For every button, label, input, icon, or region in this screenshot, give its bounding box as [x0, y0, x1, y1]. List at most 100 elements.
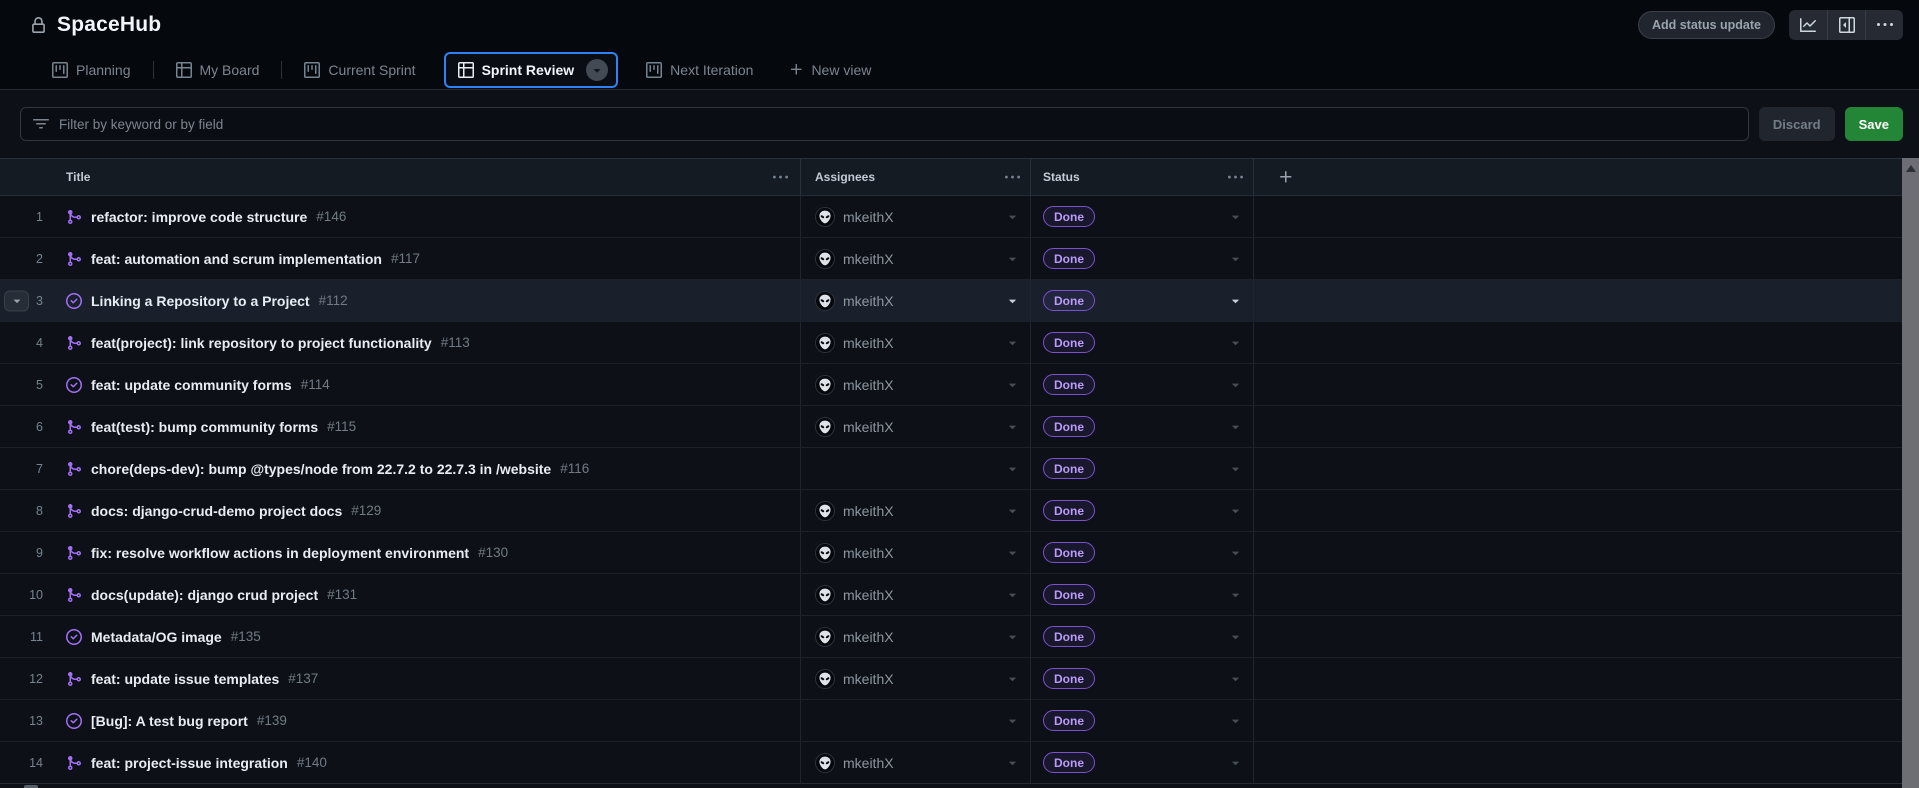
table-row[interactable]: 5 feat: update community forms #114 mkeithX… — [0, 364, 1902, 406]
title-cell[interactable]: feat: automation and scrum implementatio… — [56, 238, 800, 279]
status-cell[interactable]: Done — [1030, 574, 1253, 615]
title-cell[interactable]: refactor: improve code structure #146 — [56, 196, 800, 237]
status-badge[interactable]: Done — [1043, 542, 1095, 563]
tab-next-iteration[interactable]: Next Iteration — [634, 56, 765, 84]
cell-dropdown-caret[interactable] — [1228, 755, 1243, 770]
cell-dropdown-caret[interactable] — [1228, 671, 1243, 686]
assignees-cell[interactable]: mkeithX — [800, 490, 1030, 531]
vertical-scrollbar[interactable] — [1902, 158, 1919, 788]
column-menu-button[interactable] — [773, 170, 788, 185]
filter-input[interactable]: Filter by keyword or by field — [20, 107, 1749, 141]
status-badge[interactable]: Done — [1043, 500, 1095, 521]
cell-dropdown-caret[interactable] — [1228, 587, 1243, 602]
cell-dropdown-caret[interactable] — [1005, 671, 1020, 686]
status-badge[interactable]: Done — [1043, 458, 1095, 479]
tab-current-sprint[interactable]: Current Sprint — [292, 56, 427, 84]
status-badge[interactable]: Done — [1043, 710, 1095, 731]
item-title[interactable]: feat: update issue templates — [91, 670, 280, 687]
assignees-cell[interactable]: mkeithX — [800, 532, 1030, 573]
cell-dropdown-caret[interactable] — [1005, 587, 1020, 602]
status-cell[interactable]: Done — [1030, 448, 1253, 489]
column-header-assignees[interactable]: Assignees — [800, 159, 1030, 195]
item-title[interactable]: docs: django-crud-demo project docs — [91, 502, 343, 519]
cell-dropdown-caret[interactable] — [1228, 545, 1243, 560]
status-cell[interactable]: Done — [1030, 742, 1253, 783]
cell-dropdown-caret[interactable] — [1228, 461, 1243, 476]
assignees-cell[interactable]: mkeithX — [800, 658, 1030, 699]
row-expand-button[interactable] — [4, 290, 29, 311]
title-cell[interactable]: fix: resolve workflow actions in deploym… — [56, 532, 800, 573]
cell-dropdown-caret[interactable] — [1228, 251, 1243, 266]
cell-dropdown-caret[interactable] — [1228, 377, 1243, 392]
item-title[interactable]: feat(test): bump community forms — [91, 418, 319, 435]
assignees-cell[interactable]: mkeithX — [800, 280, 1030, 321]
add-status-update-button[interactable]: Add status update — [1637, 11, 1775, 39]
status-badge[interactable]: Done — [1043, 668, 1095, 689]
status-badge[interactable]: Done — [1043, 332, 1095, 353]
item-title[interactable]: Linking a Repository to a Project — [91, 292, 310, 309]
status-badge[interactable]: Done — [1043, 752, 1095, 773]
title-cell[interactable]: feat: project-issue integration #140 — [56, 742, 800, 783]
project-menu-button[interactable] — [1865, 10, 1903, 40]
cell-dropdown-caret[interactable] — [1228, 629, 1243, 644]
tab-my-board[interactable]: My Board — [164, 56, 272, 84]
table-row[interactable]: 10 docs(update): django crud project #131 m… — [0, 574, 1902, 616]
item-title[interactable]: feat: automation and scrum implementatio… — [91, 250, 382, 267]
column-header-status[interactable]: Status — [1030, 159, 1253, 195]
cell-dropdown-caret[interactable] — [1228, 209, 1243, 224]
table-row[interactable]: 6 feat(test): bump community forms #115 mke… — [0, 406, 1902, 448]
table-row[interactable]: 12 feat: update issue templates #137 mkeith… — [0, 658, 1902, 700]
tab-sprint-review[interactable]: Sprint Review — [443, 51, 619, 88]
table-row[interactable]: 14 feat: project-issue integration #140 mke… — [0, 742, 1902, 784]
status-cell[interactable]: Done — [1030, 700, 1253, 741]
column-header-title[interactable]: Title — [56, 159, 800, 195]
table-row[interactable]: 7 chore(deps-dev): bump @types/node from … — [0, 448, 1902, 490]
status-badge[interactable]: Done — [1043, 374, 1095, 395]
assignees-cell[interactable]: mkeithX — [800, 238, 1030, 279]
cell-dropdown-caret[interactable] — [1005, 755, 1020, 770]
table-row[interactable]: 2 feat: automation and scrum implementati… — [0, 238, 1902, 280]
side-panel-button[interactable] — [1827, 10, 1865, 40]
table-row[interactable]: 3 Linking a Repository to a Project #112 mk… — [0, 280, 1902, 322]
cell-dropdown-caret[interactable] — [1005, 503, 1020, 518]
cell-dropdown-caret[interactable] — [1005, 419, 1020, 434]
status-cell[interactable]: Done — [1030, 322, 1253, 363]
new-view-button[interactable]: New view — [779, 56, 881, 84]
table-row[interactable]: 4 feat(project): link repository to proje… — [0, 322, 1902, 364]
column-menu-button[interactable] — [1228, 170, 1243, 185]
title-cell[interactable]: [Bug]: A test bug report #139 — [56, 700, 800, 741]
item-title[interactable]: docs(update): django crud project — [91, 586, 319, 603]
item-title[interactable]: chore(deps-dev): bump @types/node from 2… — [91, 460, 552, 477]
save-button[interactable]: Save — [1844, 107, 1903, 141]
cell-dropdown-caret[interactable] — [1005, 293, 1020, 308]
status-cell[interactable]: Done — [1030, 490, 1253, 531]
item-title[interactable]: Metadata/OG image — [91, 628, 222, 645]
status-cell[interactable]: Done — [1030, 658, 1253, 699]
title-cell[interactable]: feat(test): bump community forms #115 — [56, 406, 800, 447]
cell-dropdown-caret[interactable] — [1228, 713, 1243, 728]
status-cell[interactable]: Done — [1030, 532, 1253, 573]
table-row[interactable]: 8 docs: django-crud-demo project docs #129… — [0, 490, 1902, 532]
item-title[interactable]: feat: update community forms — [91, 376, 292, 393]
status-badge[interactable]: Done — [1043, 248, 1095, 269]
status-cell[interactable]: Done — [1030, 280, 1253, 321]
title-cell[interactable]: Linking a Repository to a Project #112 — [56, 280, 800, 321]
cell-dropdown-caret[interactable] — [1005, 251, 1020, 266]
cell-dropdown-caret[interactable] — [1228, 503, 1243, 518]
status-cell[interactable]: Done — [1030, 616, 1253, 657]
assignees-cell[interactable]: mkeithX — [800, 322, 1030, 363]
insights-button[interactable] — [1789, 10, 1827, 40]
status-badge[interactable]: Done — [1043, 626, 1095, 647]
title-cell[interactable]: docs(update): django crud project #131 — [56, 574, 800, 615]
item-title[interactable]: [Bug]: A test bug report — [91, 712, 248, 729]
item-title[interactable]: feat: project-issue integration — [91, 754, 288, 771]
table-row[interactable]: 11 Metadata/OG image #135 mkeithX Done — [0, 616, 1902, 658]
table-row[interactable]: 1 refactor: improve code structure #146 mke… — [0, 196, 1902, 238]
item-title[interactable]: refactor: improve code structure — [91, 208, 308, 225]
cell-dropdown-caret[interactable] — [1228, 419, 1243, 434]
title-cell[interactable]: feat: update issue templates #137 — [56, 658, 800, 699]
cell-dropdown-caret[interactable] — [1005, 461, 1020, 476]
status-badge[interactable]: Done — [1043, 584, 1095, 605]
item-title[interactable]: fix: resolve workflow actions in deploym… — [91, 544, 470, 561]
title-cell[interactable]: chore(deps-dev): bump @types/node from 2… — [56, 448, 800, 489]
